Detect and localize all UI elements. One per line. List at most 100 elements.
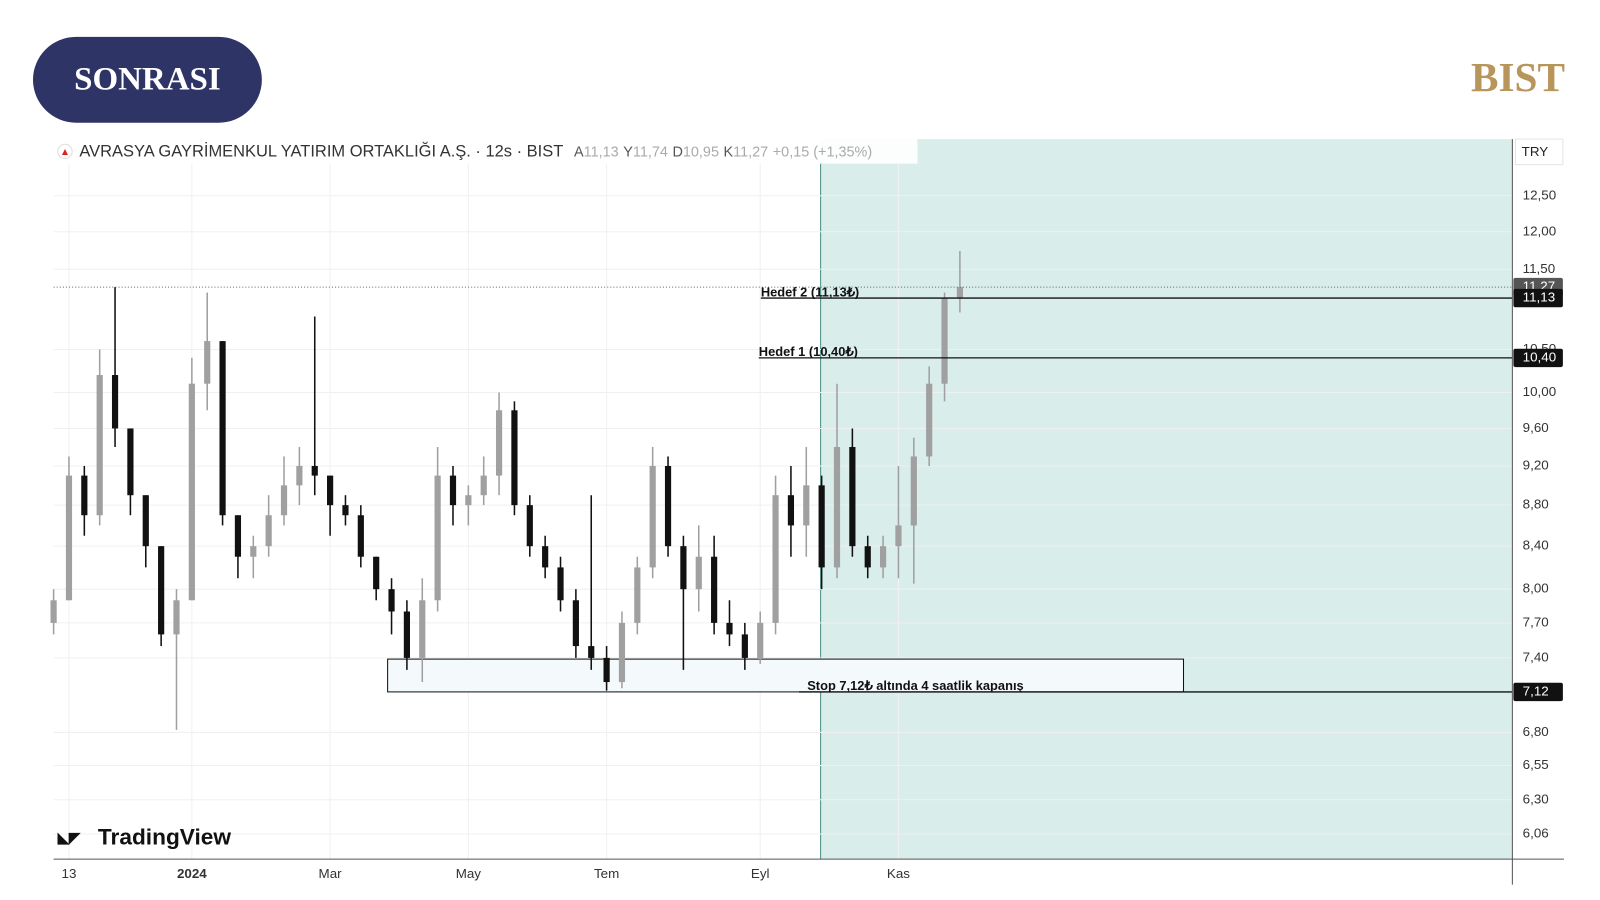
- y-tick-label: 6,30: [1523, 791, 1549, 806]
- candle-body: [926, 383, 933, 457]
- candle-body: [634, 567, 641, 623]
- y-tick-label: 12,50: [1523, 187, 1556, 202]
- currency: TRY: [1522, 144, 1549, 159]
- legend: AVRASYA GAYRİMENKUL YATIRIM ORTAKLIĞI A.…: [79, 142, 872, 161]
- legend-value: 11,13: [584, 144, 619, 160]
- candle-body: [511, 410, 518, 506]
- candle-body: [649, 465, 656, 568]
- candle-body: [234, 515, 242, 557]
- y-tick-label: 8,80: [1523, 497, 1549, 512]
- y-tick-label: 6,06: [1523, 826, 1549, 841]
- symbol-title: AVRASYA GAYRİMENKUL YATIRIM ORTAKLIĞI A.…: [79, 142, 563, 161]
- candle-body: [680, 546, 687, 590]
- candle-body: [818, 485, 825, 568]
- y-tick-label: 11,50: [1523, 261, 1556, 276]
- candle-body: [465, 495, 472, 506]
- y-tick-label: 9,60: [1523, 420, 1549, 435]
- candle-body: [664, 465, 672, 547]
- candle-body: [296, 465, 303, 486]
- candle-body: [803, 485, 810, 526]
- level-note: Hedef 2 (11,13₺): [761, 284, 859, 299]
- candle-body: [449, 475, 457, 506]
- candle-body: [772, 495, 779, 623]
- level-tag: [1513, 348, 1563, 368]
- level-label: 7,12: [1523, 683, 1549, 698]
- legend-key: K: [724, 144, 734, 160]
- legend-key: A: [574, 144, 584, 160]
- candle-body: [96, 375, 103, 516]
- candle-body: [526, 505, 533, 547]
- currency-box: [1514, 138, 1564, 166]
- candle-body: [219, 341, 226, 516]
- x-tick-label: Kas: [887, 866, 910, 881]
- y-tick-label: 10,00: [1523, 384, 1556, 399]
- candle-body: [910, 456, 917, 526]
- candle-body: [695, 556, 702, 590]
- candle-body: [419, 600, 426, 658]
- candle-body: [864, 546, 871, 568]
- candle-body: [265, 515, 272, 547]
- candle-body: [388, 589, 395, 612]
- legend-bg: [53, 139, 918, 164]
- badge: [32, 36, 262, 123]
- candle-body: [111, 375, 119, 429]
- candle-body: [711, 556, 718, 623]
- candle-body: [895, 525, 902, 547]
- level-tag: [1513, 682, 1563, 702]
- candle-body: [849, 447, 856, 547]
- candle-body: [127, 428, 134, 496]
- candle-body: [956, 287, 963, 299]
- candle-body: [173, 600, 180, 635]
- candle-body: [357, 515, 364, 557]
- legend-value: 11,27: [733, 144, 768, 160]
- x-tick-label: Mar: [319, 866, 343, 881]
- legend-change: +0,15 (+1,35%): [773, 144, 872, 160]
- tv-logo-mark: ◣◤: [57, 830, 81, 846]
- candle-body: [373, 556, 380, 590]
- candle-body: [142, 495, 149, 547]
- tv-logo: TradingView: [98, 825, 232, 850]
- x-tick-label: 2024: [177, 866, 207, 881]
- candle-body: [757, 622, 764, 658]
- level-note: Hedef 1 (10,40₺): [759, 344, 858, 359]
- x-tick-label: 13: [62, 866, 77, 881]
- candle-body: [603, 657, 610, 683]
- candle-body: [158, 546, 165, 635]
- candle-body: [342, 505, 349, 516]
- candle-body: [588, 646, 595, 658]
- candle-body: [833, 447, 841, 568]
- y-tick-label: 6,80: [1523, 724, 1549, 739]
- level-label: 10,40: [1523, 349, 1556, 364]
- candle-body: [726, 622, 733, 635]
- candle-body: [311, 465, 318, 476]
- candle-body: [403, 611, 410, 658]
- x-tick-label: May: [456, 866, 482, 881]
- level-label: 11,13: [1523, 290, 1556, 305]
- candle-body: [327, 475, 334, 506]
- x-tick-label: Tem: [594, 866, 619, 881]
- projection-zone: [820, 139, 1513, 860]
- legend-value: 10,95: [683, 144, 719, 160]
- candle-body: [250, 546, 257, 557]
- candle-body: [480, 475, 487, 496]
- candle-body: [941, 298, 948, 384]
- candle-body: [204, 341, 211, 384]
- symbol-icon-mark: ▲: [60, 147, 70, 158]
- y-tick-label: 8,40: [1523, 538, 1549, 553]
- y-tick-label: 12,00: [1523, 223, 1556, 238]
- candle-body: [65, 475, 73, 601]
- candle-body: [50, 600, 57, 623]
- candle-body: [572, 600, 579, 647]
- y-tick-label: 7,70: [1523, 614, 1549, 629]
- candle-body: [618, 622, 626, 683]
- candle-body: [741, 634, 748, 658]
- candle-body: [188, 383, 195, 601]
- candle-body: [787, 495, 795, 526]
- symbol-icon: [57, 143, 73, 160]
- candle-body: [557, 567, 564, 601]
- legend-value: 11,74: [633, 144, 668, 160]
- stop-zone: [387, 658, 1185, 693]
- candle-body: [542, 546, 549, 568]
